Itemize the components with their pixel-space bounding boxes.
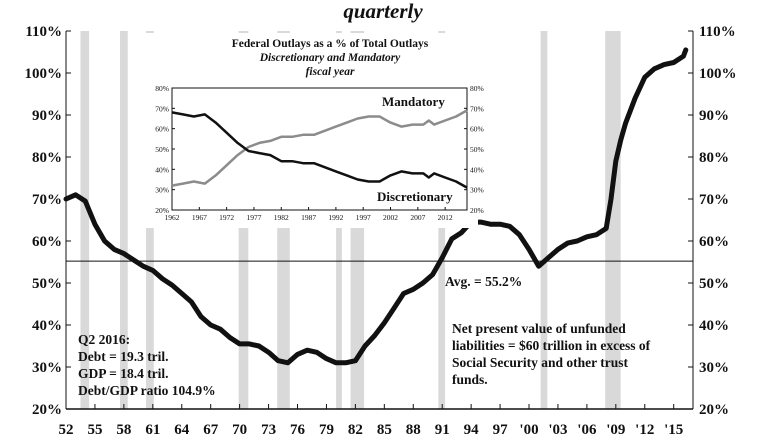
inset-y-tick-label-right: 30% <box>470 186 484 195</box>
inset-x-tick-label: 2002 <box>383 213 398 222</box>
recession-bar-2 <box>120 31 128 409</box>
inset-series-line-mandatory <box>171 109 468 187</box>
y-tick-label-right: 80% <box>699 150 729 166</box>
x-tick-label: 70 <box>232 422 247 438</box>
y-tick-label-left: 90% <box>32 108 62 124</box>
x-tick-label: 88 <box>406 422 421 438</box>
x-tick-label: 64 <box>174 422 190 438</box>
inset-y-tick-label-left: 30% <box>155 186 169 195</box>
inset-x-tick-label: 1962 <box>165 213 180 222</box>
right-note-line-2: liabilities = $60 trillion in excess of <box>452 338 651 353</box>
y-tick-label-left: 20% <box>32 402 62 418</box>
x-tick-label: 55 <box>87 422 102 438</box>
x-tick-label: '06 <box>577 422 597 438</box>
x-tick-label: 58 <box>116 422 131 438</box>
y-tick-label-left: 40% <box>32 318 62 334</box>
x-tick-label: 94 <box>464 422 480 438</box>
right-note: Net present value of unfunded liabilitie… <box>452 321 654 387</box>
inset-subtitle: Discretionary and Mandatory <box>259 52 401 64</box>
average-label: Avg. = 55.2% <box>445 274 522 289</box>
inset-series-label-mandatory: Mandatory <box>382 94 445 109</box>
x-tick-label: 79 <box>319 422 334 438</box>
recession-bar-1 <box>80 31 90 409</box>
y-tick-label-right: 20% <box>699 402 729 418</box>
inset-x-tick-label: 1967 <box>192 213 207 222</box>
inset-y-tick-label-right: 20% <box>470 206 484 215</box>
right-note-line-4: funds. <box>452 372 488 387</box>
y-tick-label-right: 70% <box>699 192 729 208</box>
left-note: Q2 2016: Debt = 19.3 tril. GDP = 18.4 tr… <box>78 332 216 398</box>
x-tick-label: '09 <box>606 422 625 438</box>
y-tick-label-right: 110% <box>699 24 736 40</box>
y-tick-label-left: 70% <box>32 192 62 208</box>
inset-x-tick-label: 1987 <box>301 213 316 222</box>
right-note-line-3: Social Security and other trust <box>452 355 628 370</box>
y-tick-label-left: 100% <box>25 66 63 82</box>
x-tick-label: '12 <box>635 422 654 438</box>
inset-x-tick-label: 2007 <box>410 213 425 222</box>
main-series-group <box>63 47 689 366</box>
inset-series-line-discretionary <box>171 111 468 189</box>
y-tick-label-left: 50% <box>32 276 62 292</box>
inset-x-tick-label: 1982 <box>274 213 289 222</box>
inset-x-tick-label: 1992 <box>328 213 343 222</box>
left-note-line-3: GDP = 18.4 tril. <box>78 366 169 381</box>
left-note-line-4: Debt/GDP ratio 104.9% <box>78 383 216 398</box>
x-tick-label: 97 <box>493 422 509 438</box>
x-tick-label: 73 <box>261 422 276 438</box>
inset-y-tick-label-left: 70% <box>155 104 169 113</box>
average-line-group: Avg. = 55.2% <box>66 260 693 289</box>
x-tick-label: 67 <box>203 422 219 438</box>
y-tick-label-right: 30% <box>699 360 729 376</box>
y-tick-label-left: 80% <box>32 150 62 166</box>
x-tick-label: 52 <box>59 422 74 438</box>
axes: 20% 20% 30% 30% 40% 40% 50% 50% 60% 60% 70% 70% 80% 8… <box>25 24 737 438</box>
chart-title: quarterly <box>343 0 423 23</box>
inset-x-tick-label: 1972 <box>219 213 234 222</box>
inset-y-tick-label-right: 80% <box>470 84 484 93</box>
y-tick-label-left: 60% <box>32 234 62 250</box>
y-tick-label-right: 60% <box>699 234 729 250</box>
y-tick-label-left: 110% <box>25 24 62 40</box>
y-tick-label-right: 100% <box>699 66 737 82</box>
x-tick-label: 61 <box>145 422 160 438</box>
series-line-debt-to-gdp <box>63 47 689 366</box>
inset-series-label-discretionary: Discretionary <box>377 189 453 204</box>
recession-bar-10 <box>605 31 621 409</box>
x-tick-label: '00 <box>519 422 538 438</box>
inset-y-tick-label-right: 60% <box>470 125 484 134</box>
y-tick-label-right: 40% <box>699 318 729 334</box>
right-note-line-1: Net present value of unfunded <box>452 321 626 336</box>
inset-background <box>138 33 478 228</box>
inset-series-group <box>171 109 468 189</box>
y-tick-label-left: 30% <box>32 360 62 376</box>
x-tick-label: '15 <box>664 422 683 438</box>
inset-y-tick-label-left: 80% <box>155 84 169 93</box>
inset-y-tick-label-left: 20% <box>155 206 169 215</box>
left-note-line-2: Debt = 19.3 tril. <box>78 349 169 364</box>
x-tick-label: 91 <box>435 422 450 438</box>
inset-axes: 20% 20% 30% 30% 40% 40% 50% 50% 60% 60% 70% 70% 80% 8… <box>155 84 484 222</box>
inset-y-tick-label-left: 50% <box>155 145 169 154</box>
inset-y-tick-label-right: 40% <box>470 165 484 174</box>
recession-bar-9 <box>540 31 548 409</box>
x-tick-label: '03 <box>548 422 567 438</box>
x-tick-label: 82 <box>348 422 363 438</box>
inset-y-tick-label-left: 40% <box>155 165 169 174</box>
inset-title: Federal Outlays as a % of Total Outlays <box>232 38 429 50</box>
y-tick-label-right: 90% <box>699 108 729 124</box>
left-note-line-1: Q2 2016: <box>78 332 130 347</box>
inset-x-tick-label: 2012 <box>438 213 453 222</box>
inset-y-tick-label-right: 70% <box>470 104 484 113</box>
y-tick-label-right: 50% <box>699 276 729 292</box>
inset-chart: Federal Outlays as a % of Total Outlays … <box>138 33 484 228</box>
inset-x-tick-label: 1997 <box>356 213 371 222</box>
inset-y-tick-label-right: 50% <box>470 145 484 154</box>
inset-x-tick-label: 1977 <box>246 213 261 222</box>
x-tick-label: 85 <box>377 422 392 438</box>
inset-subtitle-2: fiscal year <box>306 66 355 78</box>
x-tick-label: 76 <box>290 422 306 438</box>
inset-y-tick-label-left: 60% <box>155 125 169 134</box>
